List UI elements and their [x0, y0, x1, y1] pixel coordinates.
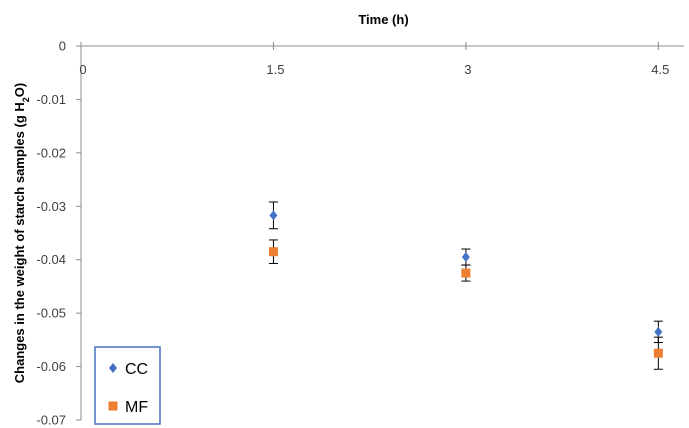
- y-tick-label: -0.07: [36, 413, 66, 428]
- y-tick-label: -0.03: [36, 199, 66, 214]
- series-cc: [268, 201, 663, 344]
- x-tick-label: 4.5: [651, 62, 669, 77]
- x-axis-title: Time (h): [358, 12, 408, 27]
- y-tick-label: -0.04: [36, 252, 66, 267]
- data-point-cc: [461, 252, 470, 263]
- x-tick-label: 0: [79, 62, 86, 77]
- data-point-mf: [653, 348, 663, 358]
- data-point-cc: [269, 210, 278, 221]
- legend-label: MF: [125, 399, 148, 416]
- legend-marker: [108, 401, 118, 411]
- x-tick-label: 1.5: [266, 62, 284, 77]
- legend-item-mf: MF: [108, 399, 148, 416]
- data-point-mf: [268, 247, 278, 257]
- legend-item-cc: CC: [109, 361, 148, 378]
- data-point-cc: [654, 326, 663, 337]
- y-tick-label: -0.06: [36, 359, 66, 374]
- x-axis-ticks: 0 1.5 3 4.5: [79, 42, 669, 77]
- data-point-mf: [461, 268, 471, 278]
- y-axis-ticks: 0 -0.01 -0.02 -0.03 -0.04 -0.05 -0.06 -0.07: [36, 39, 81, 428]
- series-mf: [268, 239, 663, 370]
- y-tick-label: 0: [59, 39, 66, 54]
- legend: CC MF: [94, 346, 161, 425]
- legend-marker: [109, 363, 117, 373]
- legend-label: CC: [125, 361, 148, 378]
- plot-area: [268, 201, 663, 370]
- x-tick-label: 3: [464, 62, 471, 77]
- y-tick-label: -0.01: [36, 92, 66, 107]
- y-axis-title: Changes in the weight of starch samples …: [12, 83, 31, 383]
- legend-box: [94, 346, 161, 425]
- y-tick-label: -0.05: [36, 306, 66, 321]
- y-tick-label: -0.02: [36, 145, 66, 160]
